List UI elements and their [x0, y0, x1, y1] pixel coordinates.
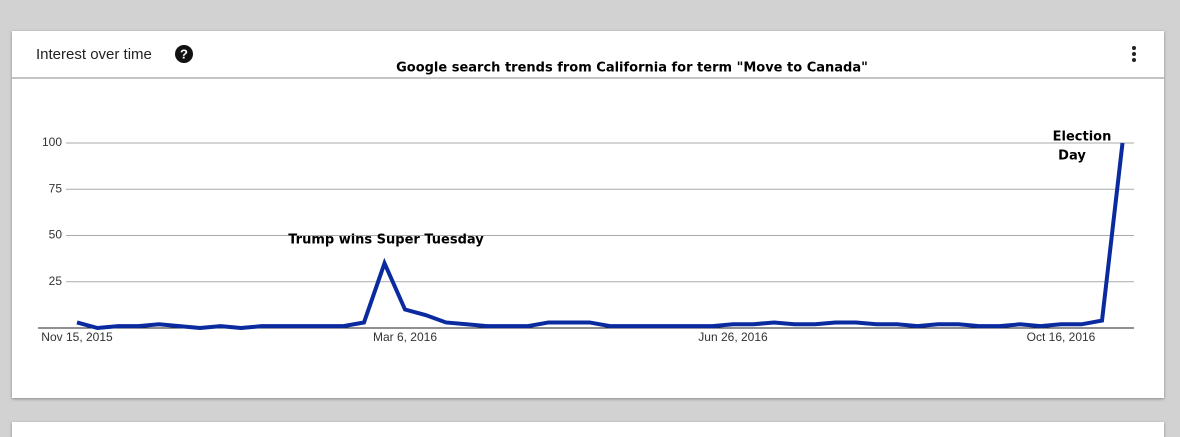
next-card [12, 422, 1164, 437]
y-tick-label: 50 [49, 228, 63, 242]
annotation: Trump wins Super Tuesday [288, 233, 484, 248]
annotation: Election [1053, 130, 1112, 145]
menu-button[interactable] [1132, 46, 1136, 62]
svg-text:?: ? [180, 46, 188, 61]
help-icon[interactable]: ? [175, 45, 193, 63]
chart-title: Google search trends from California for… [396, 61, 868, 76]
x-tick-label: Nov 15, 2015 [41, 330, 113, 344]
annotation: Day [1058, 149, 1086, 164]
y-tick-label: 75 [49, 181, 63, 195]
card-header: Interest over time [36, 46, 152, 63]
card [12, 31, 1164, 398]
y-tick-label: 100 [42, 135, 62, 149]
y-tick-label: 25 [49, 274, 63, 288]
series-line [76, 142, 1125, 331]
x-tick-label: Oct 16, 2016 [1027, 330, 1096, 344]
x-tick-label: Mar 6, 2016 [373, 330, 437, 344]
x-tick-label: Jun 26, 2016 [698, 330, 768, 344]
